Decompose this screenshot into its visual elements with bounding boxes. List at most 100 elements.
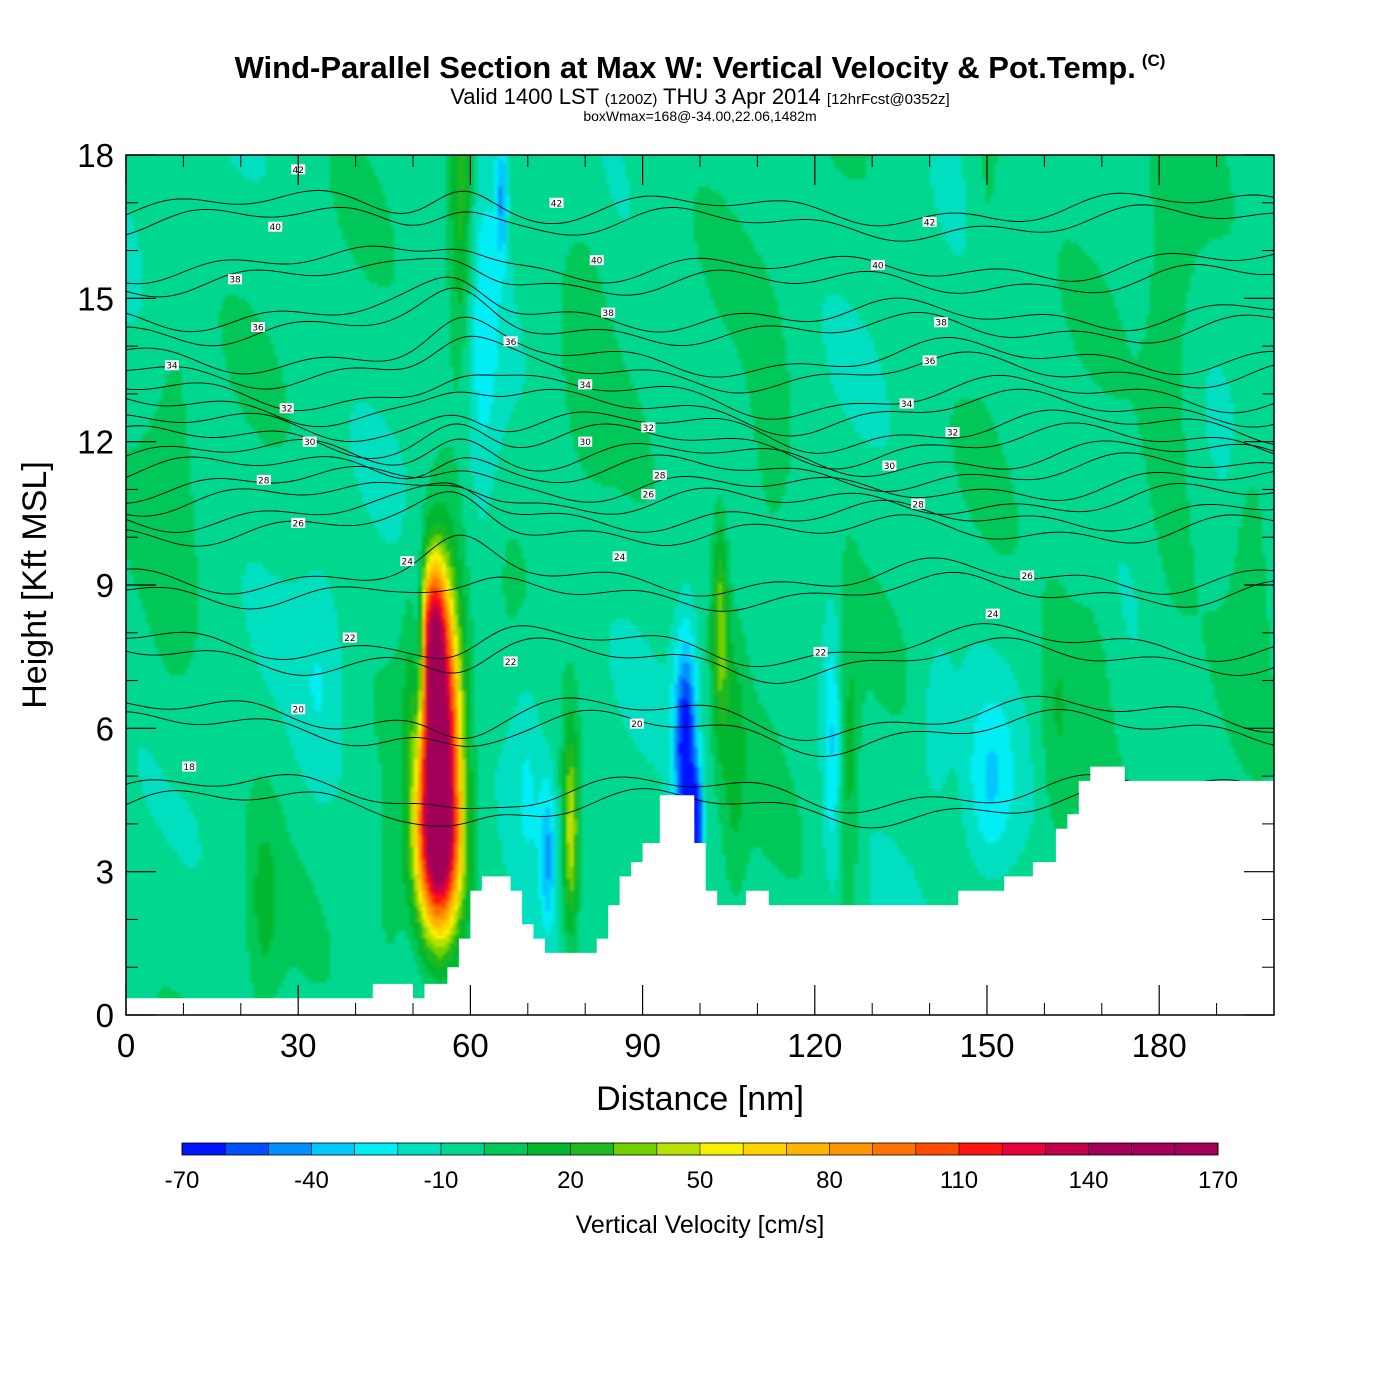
contour-label: 26 [641, 489, 656, 501]
copyright-mark: (C) [1141, 51, 1166, 70]
contour-label-text: 22 [815, 648, 826, 658]
colorbar-swatch [225, 1143, 269, 1155]
contour-label-bg [400, 556, 415, 567]
contour-label-bg [601, 307, 616, 318]
contour-label: 24 [612, 551, 627, 563]
contour-label: 36 [503, 336, 518, 348]
title-text: Wind-Parallel Section at Max W: Vertical… [234, 50, 1136, 85]
contour-label-bg [503, 336, 518, 347]
contour-label-text: 24 [614, 553, 626, 563]
contour-label-text: 30 [304, 438, 316, 448]
isentrope-line [126, 465, 1274, 504]
contour-label: 38 [934, 317, 949, 329]
contour-label-bg [589, 255, 604, 266]
colorbar-swatch [829, 1143, 874, 1155]
colorbar-label: 110 [940, 1167, 978, 1194]
contour-label: 34 [899, 398, 914, 410]
contour-label-text: 32 [643, 424, 654, 434]
colorbar-swatch [872, 1143, 917, 1155]
contour-label: 22 [342, 632, 357, 644]
y-tick-label: 18 [77, 137, 114, 174]
contour-label: 38 [601, 307, 616, 319]
contour-label-text: 24 [987, 610, 999, 620]
isentrope-line [126, 452, 1274, 492]
contour-label-bg [164, 360, 179, 371]
colorbar-label: 170 [1198, 1167, 1238, 1194]
contour-label: 20 [629, 718, 644, 730]
isentrope-line [126, 257, 1274, 298]
isentrope-line [126, 316, 1274, 378]
contour-label-bg [251, 322, 266, 332]
isentrope-line [126, 491, 1274, 547]
contour-label-bg [911, 498, 926, 509]
contour-label-text: 40 [872, 261, 884, 271]
colorbar-swatch [397, 1143, 442, 1155]
contour-label-text: 38 [935, 319, 947, 329]
contour-label-bg [629, 718, 644, 729]
isentrope-line [126, 708, 1274, 757]
isentrope-layer [126, 190, 1274, 829]
contour-label-bg [870, 259, 885, 270]
isentrope-line [126, 245, 1274, 285]
isentrope-line [126, 335, 1274, 394]
x-tick-label: 150 [959, 1027, 1014, 1064]
colorbar-swatch [1131, 1143, 1176, 1155]
contour-label-text: 42 [924, 218, 935, 228]
y-tick-label: 3 [96, 854, 114, 891]
contour-label-text: 42 [551, 199, 562, 209]
contour-label: 28 [256, 474, 271, 486]
colorbar-title: Vertical Velocity [cm/s] [576, 1211, 825, 1239]
isentrope-line [126, 438, 1274, 477]
contour-label: 28 [911, 498, 926, 510]
contour-label-text: 36 [924, 357, 936, 367]
isentrope-line [126, 481, 1274, 517]
y-tick-label: 15 [77, 280, 114, 317]
contour-label: 34 [164, 360, 179, 372]
colorbar-swatch [182, 1143, 226, 1155]
contour-label-text: 30 [884, 462, 896, 472]
contour-label-bg [342, 632, 357, 643]
contour-label-bg [279, 403, 294, 414]
colorbar-swatch [311, 1143, 356, 1155]
isentrope-line [126, 623, 1274, 668]
contour-label-bg [291, 517, 306, 528]
contour-label-bg [813, 646, 828, 657]
contour-label: 18 [182, 761, 197, 773]
isentrope-line [126, 374, 1274, 420]
contour-label-text: 26 [1021, 572, 1033, 582]
contour-label-text: 22 [344, 634, 355, 644]
isentrope-line [126, 422, 1274, 470]
valid-date: THU 3 Apr 2014 [663, 84, 821, 109]
colorbar-swatch [613, 1143, 658, 1155]
contour-label-bg [922, 216, 937, 227]
colorbar-swatch [1088, 1143, 1133, 1155]
contour-label-bg [922, 355, 937, 366]
colorbar-label: 140 [1068, 1167, 1108, 1194]
contour-label-bg [652, 470, 667, 481]
contour-label: 26 [1020, 570, 1035, 582]
contour-label-bg [1020, 570, 1035, 581]
contour-label-text: 20 [292, 706, 304, 716]
contour-label: 24 [400, 556, 415, 568]
contour-label-text: 34 [166, 362, 178, 372]
contour-label-bg [641, 489, 656, 500]
contour-label-bg [503, 656, 518, 667]
isentrope-line [126, 409, 1274, 454]
contour-label: 22 [503, 656, 518, 668]
colorbar-swatch [354, 1143, 399, 1155]
contour-label: 26 [291, 517, 306, 529]
contour-label: 40 [268, 221, 283, 233]
contour-label-bg [228, 274, 243, 285]
contour-label: 42 [922, 216, 937, 228]
contour-label-text: 28 [654, 472, 666, 482]
contour-label-text: 36 [505, 338, 517, 348]
contour-label-text: 40 [270, 223, 282, 233]
y-axis-title: Height [Kft MSL] [16, 461, 54, 709]
isentrope-line [126, 204, 1274, 242]
contour-label-text: 34 [901, 400, 913, 410]
box-info-line: boxWmax=168@-34.00,22.06,1482m [583, 108, 817, 124]
contour-label-text: 32 [281, 405, 292, 415]
